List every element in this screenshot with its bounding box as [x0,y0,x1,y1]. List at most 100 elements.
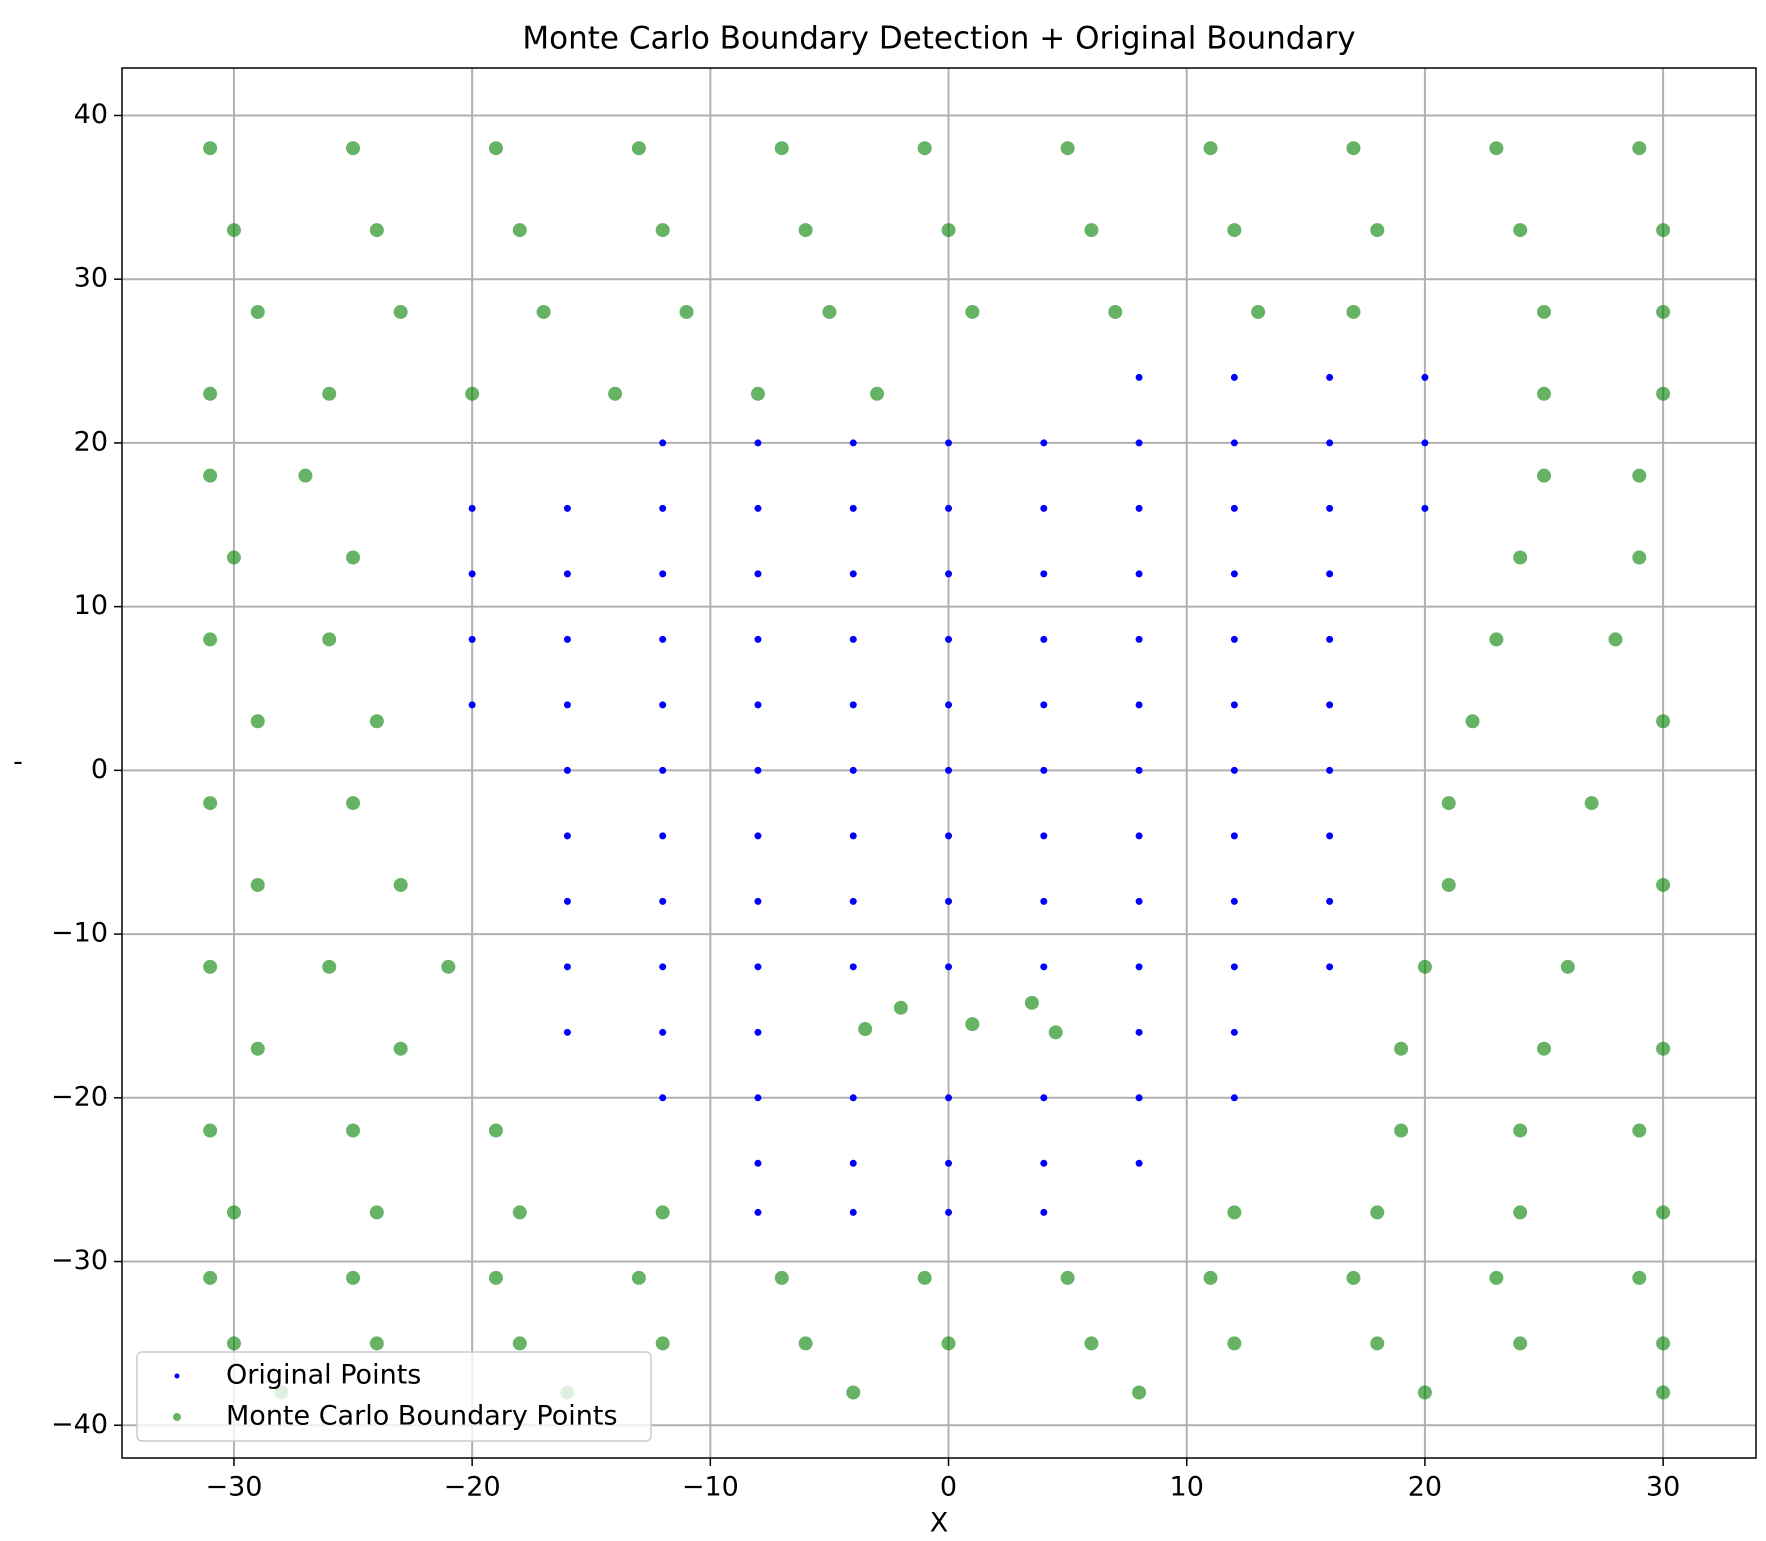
point [563,766,571,774]
point [468,504,476,512]
point [754,1208,762,1216]
point [1040,504,1048,512]
point [659,570,667,578]
point [1656,1385,1671,1400]
y-tick-label: −10 [51,918,108,949]
point [754,570,762,578]
point [965,304,980,319]
point [849,439,857,447]
point [849,897,857,905]
point [965,1017,980,1032]
point [465,386,480,401]
point [563,701,571,709]
point [488,1123,503,1138]
point [1656,1336,1671,1351]
point [1230,1028,1238,1036]
point [1135,1028,1143,1036]
point [870,386,885,401]
point [1656,1205,1671,1220]
x-tick-label: −10 [682,1472,739,1503]
legend-marker [173,1413,181,1421]
point [203,1270,218,1285]
point [226,223,241,238]
point [849,570,857,578]
point [893,1000,908,1015]
point [203,141,218,156]
point [849,504,857,512]
point [1537,468,1552,483]
point [369,223,384,238]
point [1489,632,1504,647]
point [1421,504,1429,512]
point [203,386,218,401]
point [298,468,313,483]
point [468,570,476,578]
point [1465,714,1480,729]
point [512,1336,527,1351]
point [1230,832,1238,840]
point [750,386,765,401]
point [1656,386,1671,401]
point [1135,832,1143,840]
point [655,1205,670,1220]
point [563,832,571,840]
point [1230,1094,1238,1102]
point [346,550,361,565]
x-tick-label: 20 [1408,1472,1442,1503]
point [1230,963,1238,971]
point [250,877,265,892]
legend-box [136,1351,652,1442]
point [1326,766,1334,774]
point [1040,766,1048,774]
point [945,832,953,840]
point [1040,1208,1048,1216]
x-tick-label: 30 [1646,1472,1680,1503]
point [754,439,762,447]
point [659,1094,667,1102]
point [1489,1270,1504,1285]
point [1135,766,1143,774]
y-tick-label: 0 [91,754,108,785]
point [659,963,667,971]
legend-label: Original Points [226,1360,421,1391]
point [1135,701,1143,709]
point [798,1336,813,1351]
point [1135,1094,1143,1102]
point [1326,570,1334,578]
point [512,223,527,238]
point [945,504,953,512]
point [1326,963,1334,971]
point [1417,1385,1432,1400]
legend-label: Monte Carlo Boundary Points [226,1401,618,1432]
y-tick-label: 40 [74,99,108,130]
point [1135,635,1143,643]
x-tick-label: 10 [1170,1472,1204,1503]
point [1608,632,1623,647]
point [945,439,953,447]
point [1370,223,1385,238]
point [1040,570,1048,578]
y-axis-label: - [13,747,23,778]
point [1060,141,1075,156]
point [846,1385,861,1400]
point [1203,141,1218,156]
point [1656,304,1671,319]
point [1230,570,1238,578]
point [1040,635,1048,643]
chart-title: Monte Carlo Boundary Detection + Origina… [522,21,1355,57]
point [1326,439,1334,447]
point [563,570,571,578]
point [1227,223,1242,238]
point [754,635,762,643]
point [849,1159,857,1167]
point [1346,141,1361,156]
legend: Original Points Monte Carlo Boundary Poin… [136,1351,652,1442]
y-tick-label: −20 [51,1081,108,1112]
point [1656,714,1671,729]
point [1060,1270,1075,1285]
point [1370,1336,1385,1351]
x-tick-label: −20 [444,1472,501,1503]
point [346,1123,361,1138]
point [798,223,813,238]
point [441,959,456,974]
